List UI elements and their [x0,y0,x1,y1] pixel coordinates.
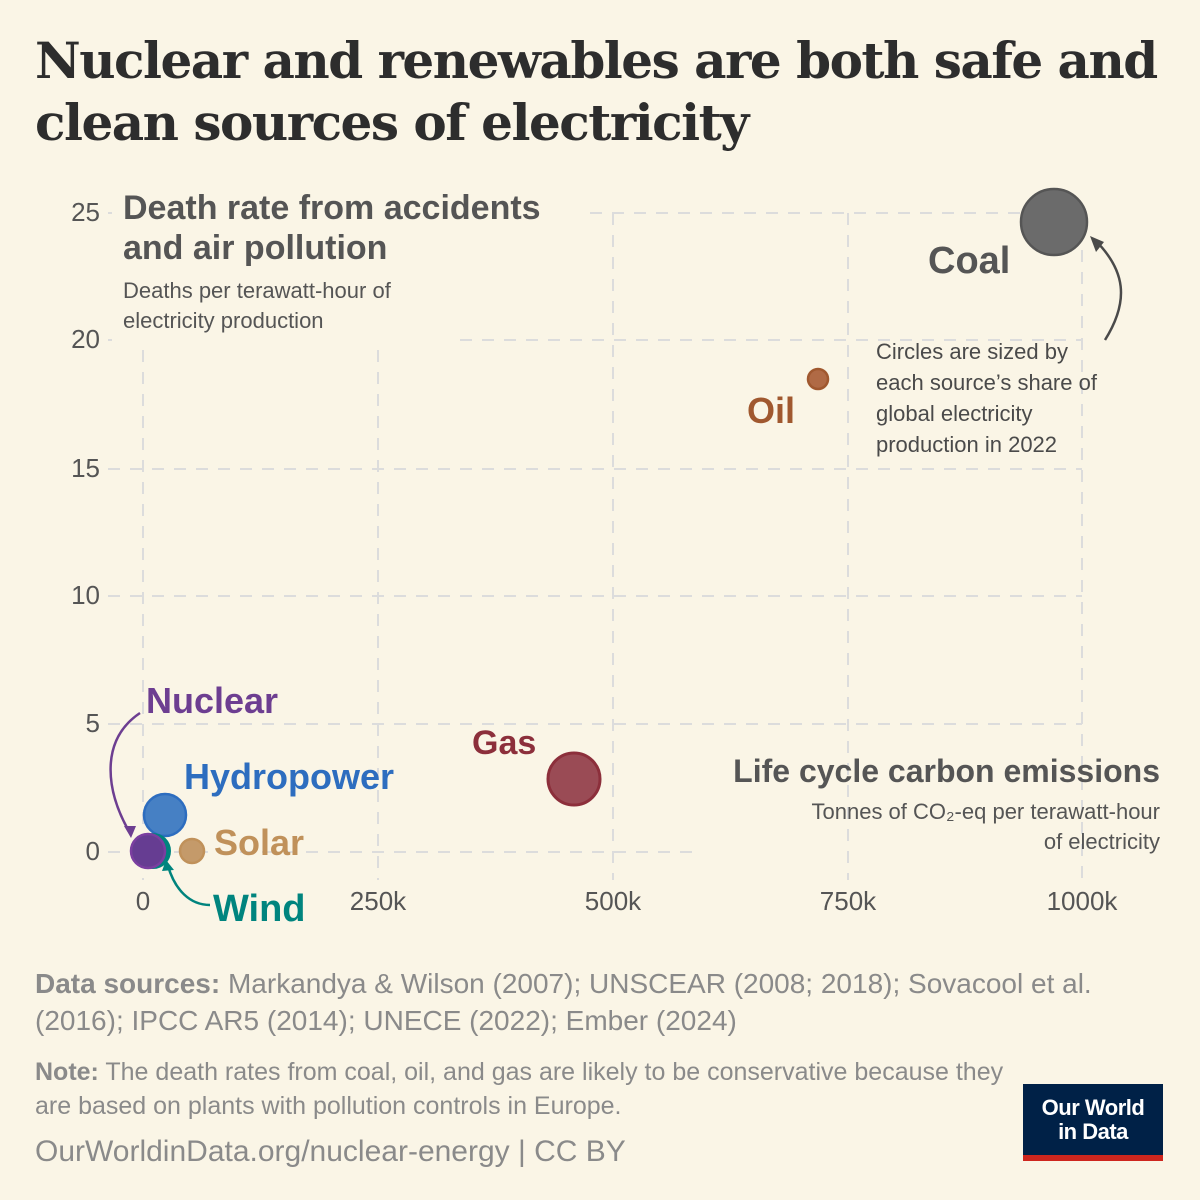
note-label: Note: [35,1058,99,1086]
coal-arrowhead-icon [1090,236,1104,252]
chart-title: Nuclear and renewables are both safe and… [35,31,1158,152]
x-tick-0: 0 [135,886,151,916]
y-tick-20: 20 [71,324,100,354]
label-solar: Solar [214,822,305,863]
label-nuclear: Nuclear [146,680,279,721]
y-axis-title: Death rate from accidents and air pollut… [123,189,541,267]
sources-text: Markandya & Wilson (2007); UNSCEAR (2008… [35,968,1092,1036]
data-sources: Data sources: Markandya & Wilson (2007);… [35,965,1115,1039]
x-tick-1000k: 1000k [1046,886,1118,916]
x-axis-subtitle: Tonnes of CO₂-eq per terawatt-hour of el… [811,799,1161,854]
source-url[interactable]: OurWorldinData.org/nuclear-energy | CC B… [35,1135,626,1168]
annotation-arrows [109,239,1123,907]
y-tick-10: 10 [71,580,100,610]
logo-line-2: in Data [1058,1119,1128,1144]
point-coal[interactable] [1019,187,1089,257]
footnote: Note: The death rates from coal, oil, an… [35,1055,1015,1123]
label-oil: Oil [747,390,796,431]
x-tick-750k: 750k [819,886,877,916]
nuclear-arrowhead-icon [124,826,136,838]
nuclear-arrow [109,711,141,834]
note-text: The death rates from coal, oil, and gas … [35,1058,1004,1120]
label-gas: Gas [472,724,537,762]
y-tick-0: 0 [85,836,100,866]
label-wind: Wind [213,888,306,930]
point-gas[interactable] [546,751,602,807]
circle-size-note: Circles are sized by each source’s share… [876,339,1097,457]
x-tick-250k: 250k [349,886,407,916]
wind-arrow [166,865,211,907]
label-coal: Coal [928,240,1011,282]
sources-label: Data sources: [35,968,221,999]
coal-note-arrow [1094,239,1123,341]
point-solar[interactable] [178,837,206,865]
y-tick-5: 5 [85,708,100,738]
point-hydropower[interactable] [142,792,188,838]
point-oil[interactable] [806,367,830,391]
y-tick-25: 25 [71,197,100,227]
x-tick-500k: 500k [584,886,642,916]
label-hydropower: Hydropower [184,756,395,797]
gridlines [108,212,1083,880]
logo-line-1: Our World [1041,1095,1145,1120]
x-axis-title: Life cycle carbon emissions [733,753,1160,789]
owid-logo[interactable]: Our World in Data [1023,1084,1163,1161]
y-axis-subtitle: Deaths per terawatt-hour of electricity … [123,278,391,333]
y-tick-15: 15 [71,453,100,483]
point-nuclear[interactable] [129,832,167,870]
